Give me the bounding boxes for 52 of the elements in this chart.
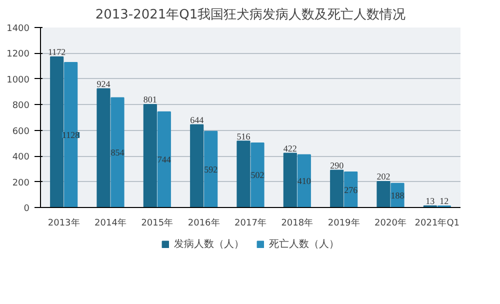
bar <box>190 124 204 208</box>
bar <box>250 142 264 208</box>
x-tick-label: 2021年Q1 <box>414 218 460 228</box>
chart-title: 2013-2021年Q1我国狂犬病发病人数及死亡人数情况 <box>95 6 406 22</box>
data-label: 1172 <box>48 47 66 58</box>
x-tick-label: 2018年 <box>281 218 314 228</box>
bar <box>330 170 344 208</box>
bar <box>236 140 250 208</box>
data-label: 1128 <box>62 130 80 140</box>
x-tick-label: 2019年 <box>328 218 360 228</box>
bar <box>157 111 171 208</box>
bar <box>110 97 124 208</box>
x-tick-label: 2020年 <box>374 218 406 228</box>
data-label: 854 <box>110 148 125 158</box>
data-label: 290 <box>330 160 344 170</box>
data-label: 801 <box>143 94 157 105</box>
data-label: 516 <box>236 131 251 142</box>
x-tick-label: 2017年 <box>234 218 266 228</box>
x-tick-label: 2014年 <box>94 218 126 228</box>
bar <box>143 104 157 208</box>
legend-label: 死亡人数（人） <box>269 238 339 251</box>
data-label: 276 <box>344 184 358 195</box>
data-label: 924 <box>96 78 111 89</box>
data-label: 410 <box>297 176 312 186</box>
legend-label: 发病人数（人） <box>174 238 244 251</box>
x-tick-label: 2013年 <box>48 218 80 228</box>
data-label: 188 <box>390 190 405 200</box>
data-label: 744 <box>157 154 172 165</box>
data-label: 13 <box>426 196 436 206</box>
y-tick-label: 0 <box>24 204 30 214</box>
data-label: 422 <box>283 143 297 154</box>
y-tick-label: 200 <box>12 178 30 188</box>
y-tick-label: 1000 <box>6 75 30 86</box>
bar <box>376 181 390 208</box>
data-label: 502 <box>250 170 264 180</box>
data-label: 644 <box>190 114 204 125</box>
x-tick-label: 2016年 <box>188 218 220 228</box>
y-tick-label: 600 <box>12 126 30 137</box>
bar <box>64 62 78 208</box>
data-label: 202 <box>376 172 390 182</box>
bar <box>297 154 311 208</box>
y-tick-label: 800 <box>12 101 30 112</box>
bar <box>50 56 64 208</box>
x-tick-label: 2015年 <box>141 218 174 228</box>
y-tick-label: 1200 <box>6 50 30 60</box>
data-label: 12 <box>440 196 449 206</box>
data-label: 592 <box>204 164 218 174</box>
bar <box>204 130 218 208</box>
bar <box>96 88 110 208</box>
y-tick-label: 400 <box>12 152 30 163</box>
y-tick-label: 1400 <box>6 24 30 34</box>
bar <box>283 152 297 208</box>
